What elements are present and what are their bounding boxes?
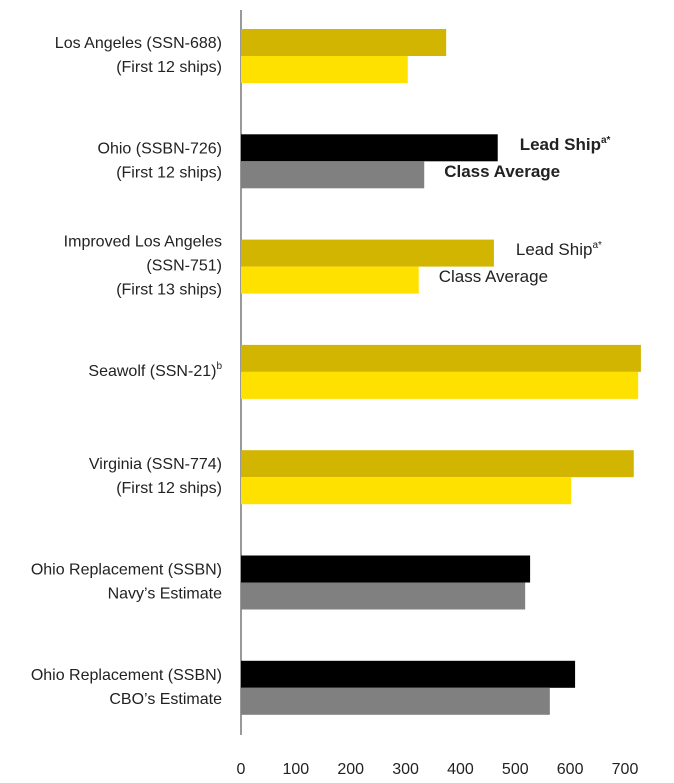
x-tick-label: 300 <box>392 761 419 778</box>
category-label-line: Seawolf (SSN-21) <box>88 363 216 380</box>
category-label-line: Improved Los Angeles <box>64 234 222 251</box>
series-label: Class Average <box>444 162 560 181</box>
category-label-line: (First 12 ships) <box>116 480 222 497</box>
category-label: Ohio (SSBN-726) <box>98 141 223 158</box>
series-label: Lead Shipa* <box>520 134 611 154</box>
category-label-line: (SSN-751) <box>146 258 222 275</box>
bar <box>241 660 576 688</box>
bar <box>241 371 639 399</box>
x-tick-label: 200 <box>337 761 364 778</box>
category-label-line: Virginia (SSN-774) <box>89 456 222 473</box>
category-label: Ohio Replacement (SSBN) <box>31 562 222 579</box>
x-tick-label: 600 <box>557 761 584 778</box>
category-label-line: CBO’s Estimate <box>109 691 222 708</box>
bar <box>241 56 408 83</box>
bar <box>241 239 494 267</box>
bar <box>241 29 447 56</box>
series-name: Lead Ship <box>520 135 601 154</box>
series-superscript: a* <box>601 134 611 145</box>
category-label-line: (First 12 ships) <box>116 165 222 182</box>
bar <box>241 266 419 294</box>
category-label: (First 12 ships) <box>116 480 222 497</box>
category-label-line: Ohio Replacement (SSBN) <box>31 667 222 684</box>
bar <box>241 555 531 583</box>
x-tick-label: 0 <box>237 761 246 778</box>
category-label-line: Los Angeles (SSN-688) <box>55 35 222 52</box>
series-name: Class Average <box>444 162 560 181</box>
x-tick-label: 400 <box>447 761 474 778</box>
bar <box>241 161 425 189</box>
series-name: Class Average <box>439 268 548 287</box>
category-label: Los Angeles (SSN-688) <box>55 35 222 52</box>
bar <box>241 477 572 505</box>
category-label: (First 12 ships) <box>116 165 222 182</box>
bar <box>241 582 526 610</box>
series-label: Lead Shipa* <box>516 240 602 260</box>
category-label: (First 12 ships) <box>116 59 222 76</box>
bar <box>241 134 498 162</box>
category-label: Seawolf (SSN-21)b <box>88 361 222 381</box>
category-label-line: (First 13 ships) <box>116 282 222 299</box>
bar <box>241 344 641 372</box>
bar <box>241 687 550 715</box>
series-superscript: a* <box>592 240 602 251</box>
series-label: Class Average <box>439 268 548 287</box>
category-label: Virginia (SSN-774) <box>89 456 222 473</box>
series-name: Lead Ship <box>516 241 593 260</box>
category-label: CBO’s Estimate <box>109 691 222 708</box>
category-label: Improved Los Angeles <box>64 234 222 251</box>
category-label: (SSN-751) <box>146 258 222 275</box>
x-tick-label: 700 <box>612 761 639 778</box>
category-label-line: Navy’s Estimate <box>108 586 223 603</box>
category-label: Navy’s Estimate <box>108 586 223 603</box>
x-tick-label: 500 <box>502 761 529 778</box>
category-label-line: Ohio Replacement (SSBN) <box>31 562 222 579</box>
bar <box>241 450 634 478</box>
x-tick-label: 100 <box>283 761 310 778</box>
category-superscript: b <box>216 361 222 372</box>
category-label: (First 13 ships) <box>116 282 222 299</box>
category-label: Ohio Replacement (SSBN) <box>31 667 222 684</box>
category-label-line: (First 12 ships) <box>116 59 222 76</box>
category-label-line: Ohio (SSBN-726) <box>98 141 223 158</box>
